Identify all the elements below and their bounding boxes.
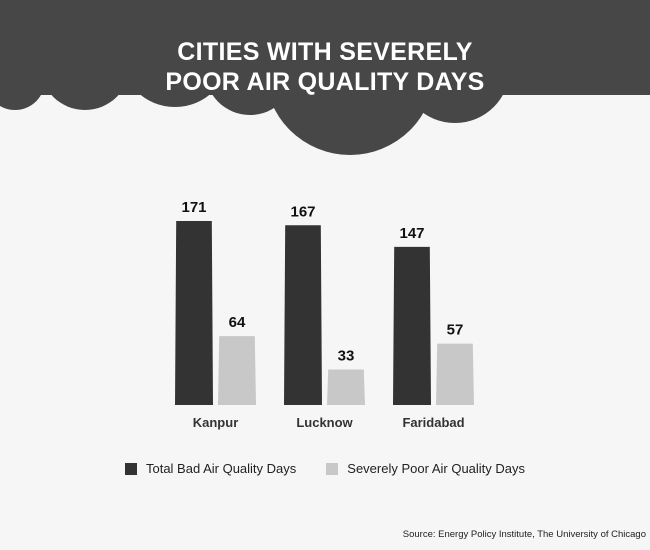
data-label-faridabad-total: 147	[399, 225, 424, 242]
bar-lucknow-total	[284, 225, 322, 405]
legend-swatch-severe	[326, 462, 339, 475]
cloud-header-background	[0, 0, 650, 155]
chart-title-line-1: CITIES WITH SEVERELY	[177, 38, 473, 66]
bar-faridabad-severe	[436, 343, 474, 405]
bar-faridabad-total	[393, 246, 431, 405]
legend: Total Bad Air Quality Days Severely Poor…	[0, 461, 650, 476]
data-label-lucknow-severe: 33	[338, 347, 355, 364]
bar-kanpur-total	[175, 221, 213, 405]
bar-lucknow-severe	[327, 369, 365, 405]
data-label-faridabad-severe: 57	[447, 322, 464, 339]
data-label-kanpur-severe: 64	[229, 314, 246, 331]
legend-swatch-total	[124, 462, 137, 475]
category-label-faridabad: Faridabad	[402, 415, 464, 430]
category-label-lucknow: Lucknow	[296, 415, 353, 430]
category-label-kanpur: Kanpur	[193, 415, 239, 430]
chart-title-line-2: POOR AIR QUALITY DAYS	[165, 68, 485, 96]
legend-label-total: Total Bad Air Quality Days	[145, 461, 297, 476]
labels-group: 171 64 Kanpur 167 33 Lucknow 147 57 Faridabad	[181, 199, 464, 430]
source-note: Source: Energy Policy Institute, The Uni…	[402, 529, 646, 540]
legend-item-total: Total Bad Air Quality Days	[124, 461, 297, 476]
data-label-kanpur-total: 171	[181, 199, 206, 216]
legend-label-severe: Severely Poor Air Quality Days	[347, 461, 526, 476]
data-label-lucknow-total: 167	[290, 203, 315, 220]
legend-item-severe: Severely Poor Air Quality Days	[326, 461, 525, 476]
bar-kanpur-severe	[218, 336, 256, 405]
bars-group	[175, 221, 474, 405]
